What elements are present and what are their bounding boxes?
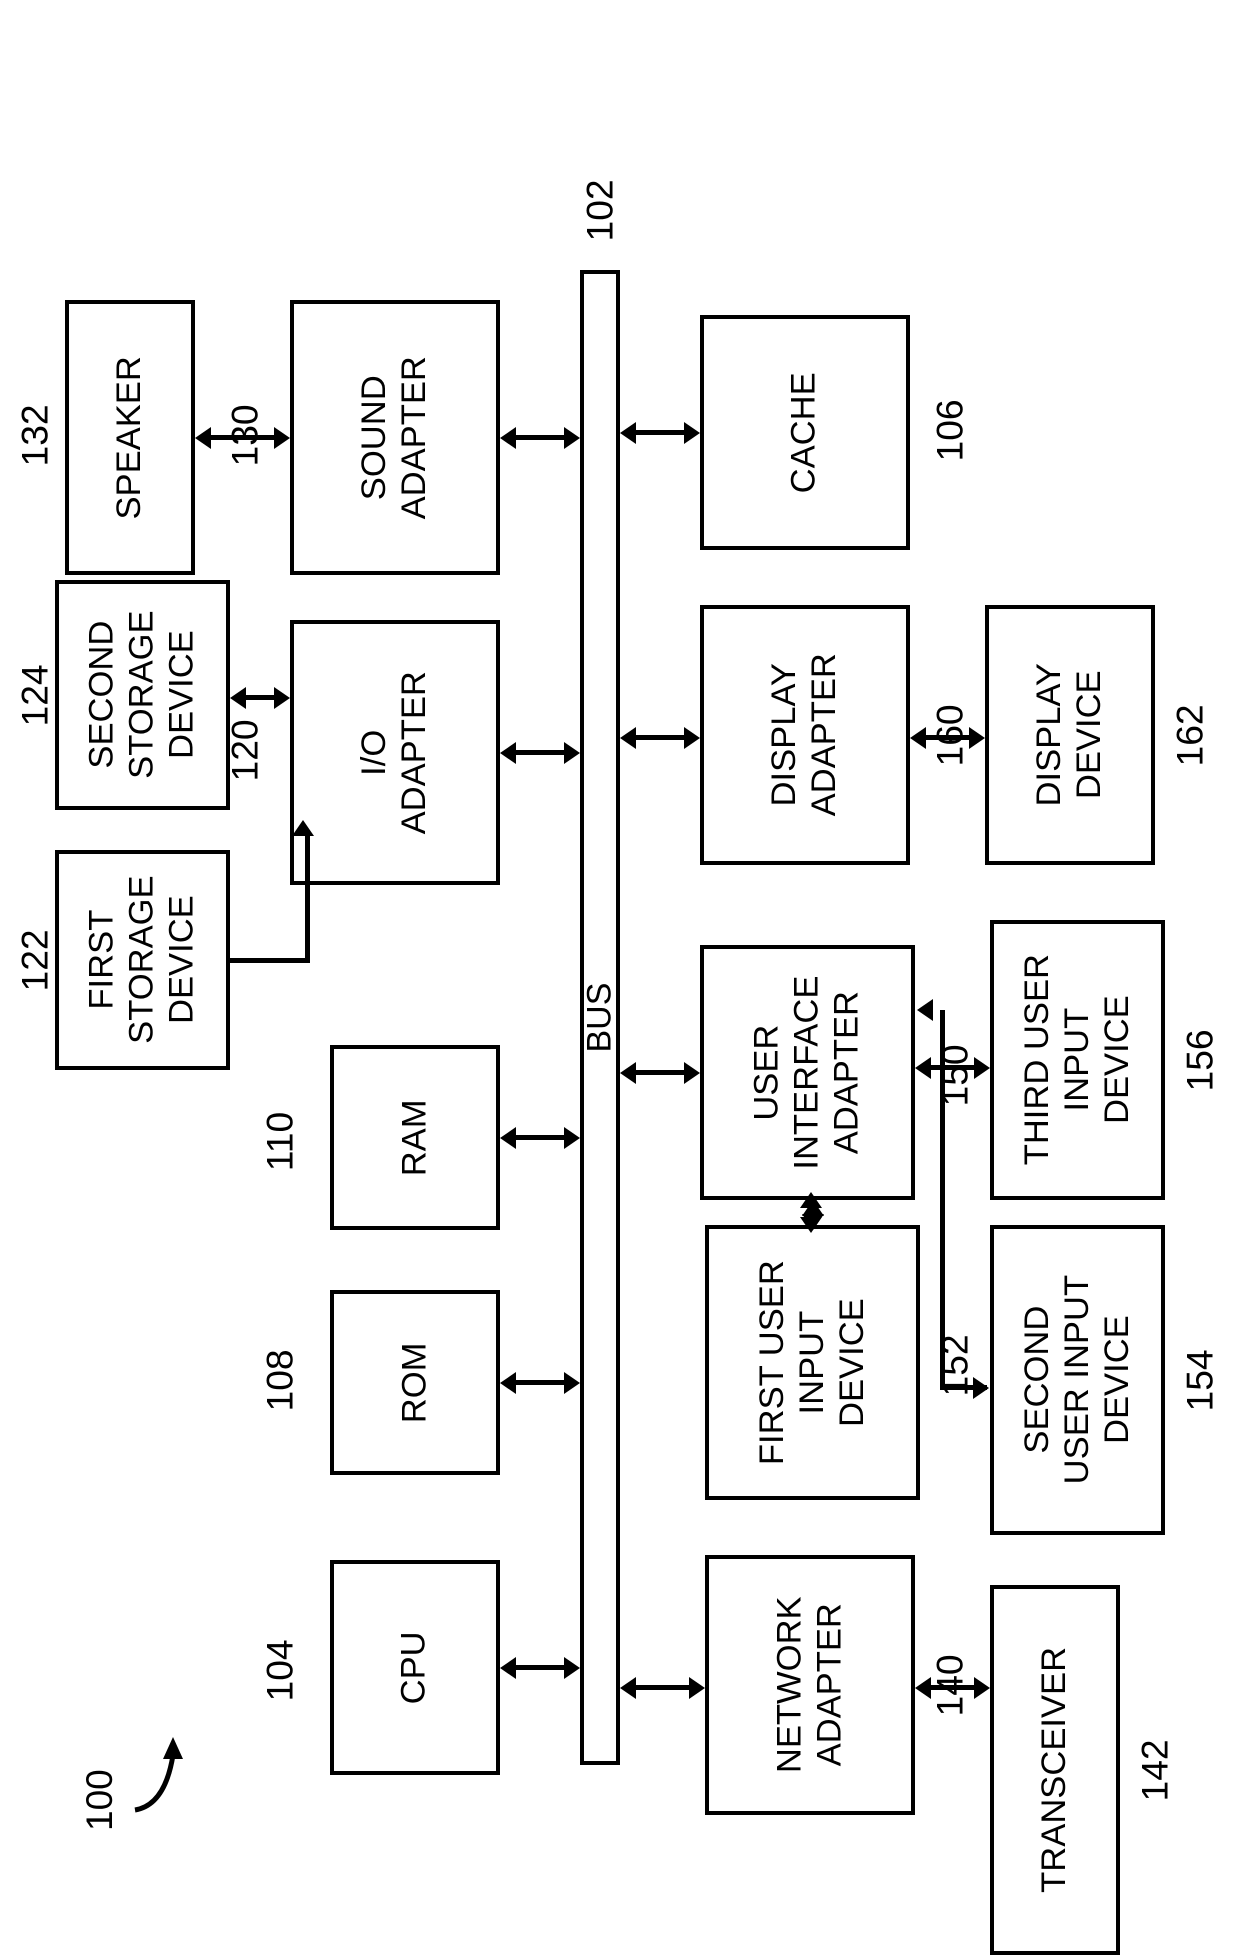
block-ui-adapter: USER INTERFACE ADAPTER <box>700 945 915 1200</box>
block-cache: CACHE <box>700 315 910 550</box>
arrow-ui-first <box>810 1213 815 1217</box>
block-speaker: SPEAKER <box>65 300 195 575</box>
block-third-user-input: THIRD USER INPUT DEVICE <box>990 920 1165 1200</box>
ref-106: 106 <box>929 402 972 462</box>
bus-label: BUS <box>580 983 619 1053</box>
ref-124: 124 <box>14 667 57 727</box>
block-first-storage: FIRST STORAGE DEVICE <box>55 850 230 1070</box>
block-first-user-input: FIRST USER INPUT DEVICE <box>705 1225 920 1500</box>
block-network-adapter: NETWORK ADAPTER <box>705 1555 915 1815</box>
block-second-storage: SECOND STORAGE DEVICE <box>55 580 230 810</box>
block-second-user-input: SECOND USER INPUT DEVICE <box>990 1225 1165 1535</box>
arrow-ui-third <box>928 1065 977 1070</box>
arrow-ram-bus <box>513 1135 567 1140</box>
block-rom: ROM <box>330 1290 500 1475</box>
ui-second-head-a <box>917 999 933 1021</box>
first-storage-label: FIRST STORAGE DEVICE <box>83 876 202 1044</box>
block-cpu: CPU <box>330 1560 500 1775</box>
pointer-100 <box>125 1725 185 1815</box>
block-display-device: DISPLAY DEVICE <box>985 605 1155 865</box>
ram-label: RAM <box>395 1099 435 1176</box>
ref-142: 142 <box>1134 1742 1177 1802</box>
ref-104: 104 <box>259 1642 302 1702</box>
arrow-net-bus <box>633 1685 692 1690</box>
first-storage-line-h <box>230 958 310 963</box>
ref-122: 122 <box>14 932 57 992</box>
cpu-label: CPU <box>395 1631 435 1704</box>
block-transceiver: TRANSCEIVER <box>990 1585 1120 1955</box>
second-storage-label: SECOND STORAGE DEVICE <box>83 611 202 779</box>
ref-110: 110 <box>259 1112 302 1172</box>
arrow-disp-dispdev <box>923 735 972 740</box>
arrow-ui-bus <box>633 1070 687 1075</box>
arrow-net-trans <box>928 1685 977 1690</box>
ref-156: 156 <box>1179 1032 1222 1092</box>
display-device-label: DISPLAY DEVICE <box>1030 663 1110 807</box>
block-display-adapter: DISPLAY ADAPTER <box>700 605 910 865</box>
arrow-sound-speaker <box>208 435 277 440</box>
io-adapter-label: I/O ADAPTER <box>355 671 435 834</box>
rom-label: ROM <box>395 1342 435 1423</box>
arrow-cache-bus <box>633 430 687 435</box>
arrow-rom-bus <box>513 1380 567 1385</box>
first-storage-line-v <box>305 830 310 963</box>
ui-adapter-label: USER INTERFACE ADAPTER <box>748 975 867 1169</box>
arrow-sound-bus <box>513 435 567 440</box>
cache-label: CACHE <box>785 372 825 493</box>
diagram-stage: 100 BUS 102 CPU ROM RAM I/O ADAPTER FIRS… <box>0 0 1240 1863</box>
display-adapter-label: DISPLAY ADAPTER <box>765 653 845 816</box>
ref-120: 120 <box>224 722 267 782</box>
block-ram: RAM <box>330 1045 500 1230</box>
speaker-label: SPEAKER <box>110 356 150 519</box>
transceiver-label: TRANSCEIVER <box>1035 1647 1075 1893</box>
first-storage-arrowhead <box>292 820 314 836</box>
sound-adapter-label: SOUND ADAPTER <box>355 356 435 519</box>
ref-162: 162 <box>1169 707 1212 767</box>
ref-100: 100 <box>79 1751 121 1831</box>
block-sound-adapter: SOUND ADAPTER <box>290 300 500 575</box>
arrow-cpu-bus <box>513 1665 567 1670</box>
ref-102: 102 <box>579 182 622 242</box>
network-adapter-label: NETWORK ADAPTER <box>770 1597 850 1774</box>
ref-132: 132 <box>14 407 57 467</box>
first-user-label: FIRST USER INPUT DEVICE <box>753 1260 872 1465</box>
arrow-io-bus <box>513 750 567 755</box>
second-user-label: SECOND USER INPUT DEVICE <box>1018 1275 1137 1484</box>
ref-108: 108 <box>259 1352 302 1412</box>
bus: BUS <box>580 270 620 1765</box>
third-user-label: THIRD USER INPUT DEVICE <box>1018 954 1137 1165</box>
arrow-io-second <box>243 695 277 700</box>
block-io-adapter: I/O ADAPTER <box>290 620 500 885</box>
ref-154: 154 <box>1179 1352 1222 1412</box>
arrow-disp-bus <box>633 735 687 740</box>
ui-second-head-b <box>973 1377 989 1399</box>
